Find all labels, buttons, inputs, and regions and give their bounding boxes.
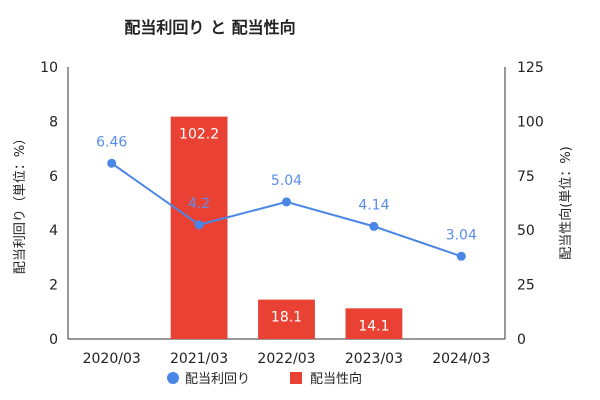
x-tick-label: 2023/03 <box>345 351 403 367</box>
line-data-label: 3.04 <box>446 227 477 243</box>
line-point <box>369 221 379 231</box>
legend-bar-marker <box>290 372 302 384</box>
bar-data-label: 102.2 <box>179 127 219 143</box>
line-data-label: 6.46 <box>96 134 127 150</box>
y-left-tick-label: 4 <box>49 223 58 239</box>
x-tick-label: 2024/03 <box>432 351 490 367</box>
line-data-label: 5.04 <box>271 173 302 189</box>
y-left-tick-label: 10 <box>40 60 58 76</box>
y-right-tick-label: 0 <box>517 332 526 348</box>
y-right-tick-label: 75 <box>517 169 535 185</box>
y-right-axis-title: 配当性向(単位：%) <box>558 146 574 260</box>
y-left-tick-label: 8 <box>49 114 58 130</box>
y-left-tick-label: 2 <box>49 278 58 294</box>
bar <box>258 299 315 339</box>
x-tick-label: 2022/03 <box>257 351 315 367</box>
legend-line-label: 配当利回り <box>185 372 250 387</box>
chart-title: 配当利回り と 配当性向 <box>124 18 295 37</box>
bar <box>345 308 403 339</box>
y-right-tick-label: 50 <box>517 223 535 239</box>
line-point <box>194 220 204 230</box>
legend-line-marker <box>167 372 179 384</box>
bar-data-label: 14.1 <box>358 318 389 334</box>
legend: 配当利回り 配当性向 <box>167 371 362 387</box>
y-left-axis-title: 配当利回り（単位：%） <box>12 132 28 274</box>
line-point <box>456 251 466 261</box>
line-point <box>282 197 291 207</box>
data-labels: 102.2 18.1 14.1 6.46 4.2 5.04 4.14 3.04 <box>96 127 477 335</box>
y-right-tick-label: 125 <box>517 60 544 76</box>
y-left-tick-label: 0 <box>49 332 58 348</box>
y-left-tick-label: 6 <box>49 169 58 185</box>
y-right-tick-label: 25 <box>517 278 535 294</box>
bar-data-label: 18.1 <box>271 310 302 326</box>
bar-series <box>170 116 403 340</box>
line-point <box>107 158 117 168</box>
line-series <box>107 158 466 261</box>
line-data-label: 4.14 <box>358 197 389 213</box>
x-tick-label: 2021/03 <box>170 351 228 367</box>
y-right-tick-label: 100 <box>517 114 544 130</box>
x-tick-label: 2020/03 <box>83 351 141 367</box>
legend-bar-label: 配当性向 <box>310 371 362 387</box>
line-data-label: 4.2 <box>188 196 210 212</box>
